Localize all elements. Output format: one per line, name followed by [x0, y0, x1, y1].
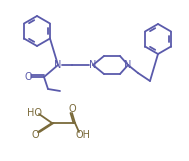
Text: O: O	[31, 130, 39, 140]
Text: O: O	[68, 104, 76, 114]
Text: OH: OH	[75, 130, 91, 140]
Text: N: N	[54, 60, 62, 70]
Text: N: N	[89, 60, 97, 70]
Text: N: N	[124, 60, 132, 70]
Text: HO: HO	[26, 108, 42, 118]
Text: O: O	[24, 72, 32, 82]
